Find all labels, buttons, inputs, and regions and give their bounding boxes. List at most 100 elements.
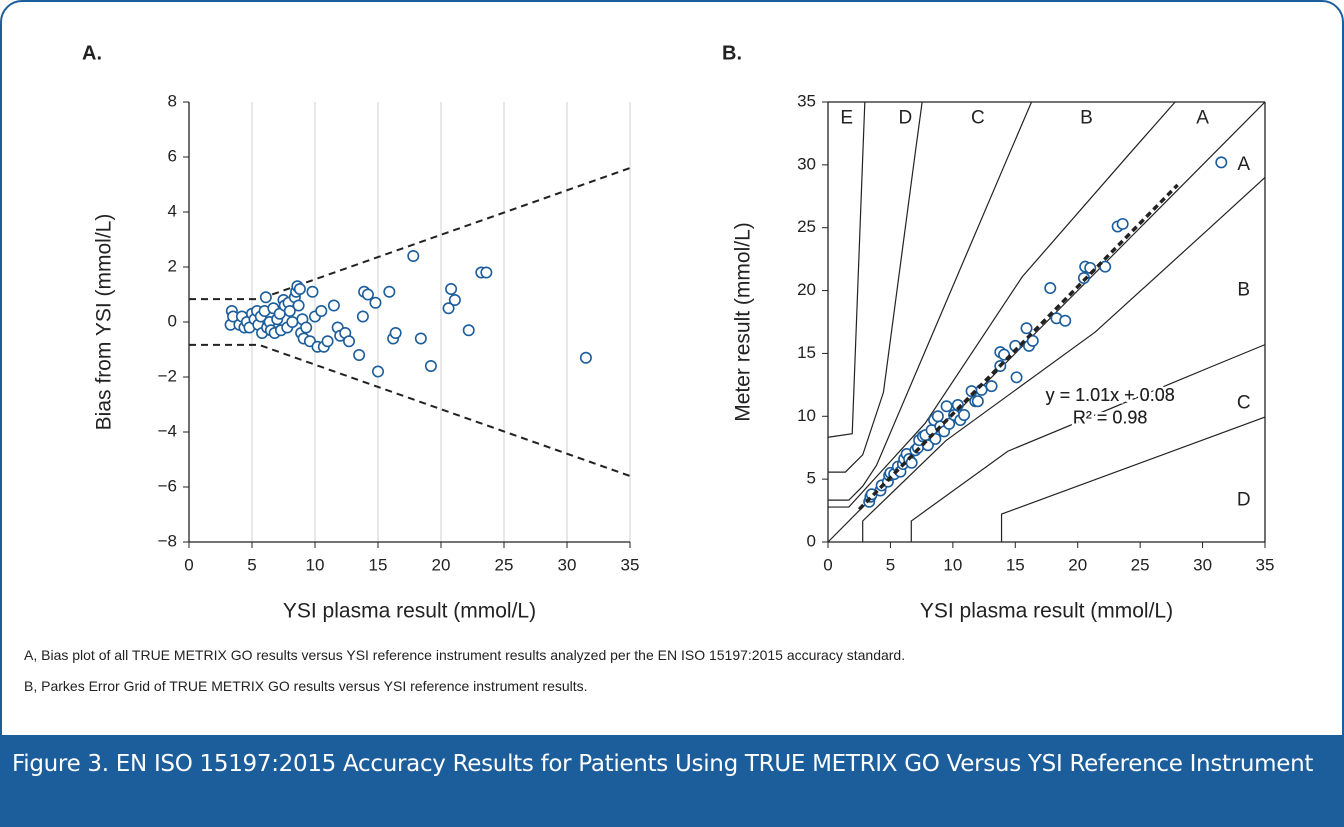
point	[462, 324, 475, 337]
point	[371, 365, 384, 378]
y-tick-label: 30	[797, 154, 816, 173]
point	[1020, 322, 1033, 335]
y-tick-label: 15	[797, 343, 816, 362]
x-tick-label: 25	[1131, 555, 1150, 574]
point	[442, 302, 455, 315]
y-tick-label: 10	[797, 406, 816, 425]
x-tick-label: 5	[886, 555, 895, 574]
point	[424, 359, 437, 372]
boundary-line	[828, 101, 923, 473]
point	[445, 282, 458, 295]
boundary-line	[828, 101, 1176, 508]
zone-label: A	[1196, 107, 1209, 128]
point	[940, 400, 953, 413]
x-tick-label: 10	[306, 555, 325, 574]
x-tick-label: 30	[558, 555, 577, 574]
x-tick-label: 15	[1006, 555, 1025, 574]
zone-label: C	[971, 107, 985, 128]
point	[327, 299, 340, 312]
point	[259, 291, 272, 304]
annotation: y = 1.01x + 0.08	[1046, 385, 1175, 405]
annotation: R² = 0.98	[1073, 408, 1148, 428]
point	[1026, 334, 1039, 347]
y-tick-label: −8	[158, 531, 177, 550]
point	[293, 282, 306, 295]
annotation: y = 1.01x + 0.08	[1046, 385, 1175, 405]
boundary-line	[910, 344, 1266, 542]
point	[292, 299, 305, 312]
zone-label: D	[1237, 490, 1251, 511]
boundary-line	[828, 101, 1033, 501]
zone-label: B	[1237, 280, 1250, 301]
charts: A. 0 5 10 15 20 25 30 35 −8 −6 −4 −2 0 2 4 6 8 YSI plasma …	[82, 42, 1275, 623]
y-tick-label: 2	[168, 256, 177, 275]
zone-label: E	[840, 107, 853, 128]
point	[905, 456, 918, 469]
point	[306, 285, 319, 298]
zone-label: D	[899, 107, 913, 128]
x-tick-label: 20	[1068, 555, 1087, 574]
zone-label: C	[1237, 393, 1251, 414]
y-tick-label: 0	[807, 531, 816, 550]
x-tick-label: 5	[247, 555, 256, 574]
annotation: R² = 0.98	[1073, 408, 1148, 428]
point	[480, 266, 493, 279]
point	[1044, 282, 1057, 295]
point	[283, 304, 296, 317]
point	[1099, 260, 1112, 273]
y-tick-label: −6	[158, 476, 177, 495]
point	[321, 335, 334, 348]
point	[414, 332, 427, 345]
trend-line	[857, 183, 1179, 511]
point	[369, 296, 382, 309]
y-tick-label: 20	[797, 280, 816, 299]
zone-label: B	[1080, 107, 1093, 128]
figure-title: Figure 3. EN ISO 15197:2015 Accuracy Res…	[12, 751, 1314, 777]
x-tick-label: 10	[943, 555, 962, 574]
point	[383, 285, 396, 298]
point	[300, 321, 313, 334]
x-tick-label: 0	[184, 555, 193, 574]
y-tick-label: 6	[168, 146, 177, 165]
boundary-line	[862, 176, 1266, 542]
y-tick-label: 5	[807, 469, 816, 488]
point	[985, 380, 998, 393]
y-tick-label: 0	[168, 311, 177, 330]
y-axis-label: Bias from YSI (mmol/L)	[93, 214, 116, 431]
point	[389, 326, 402, 339]
y-axis-label: Meter result (mmol/L)	[732, 222, 755, 422]
y-tick-label: 25	[797, 217, 816, 236]
point	[315, 304, 328, 317]
point	[343, 335, 356, 348]
boundary-line	[189, 167, 631, 301]
x-tick-label: 20	[432, 555, 451, 574]
point	[1215, 156, 1228, 169]
caption-bar: Figure 3. EN ISO 15197:2015 Accuracy Res…	[2, 735, 1342, 825]
panel-label: A.	[82, 42, 102, 64]
zone-label: A	[1237, 154, 1250, 175]
point	[931, 410, 944, 423]
point	[1116, 217, 1129, 230]
point	[1059, 314, 1072, 327]
point	[286, 315, 299, 328]
x-tick-label: 25	[495, 555, 514, 574]
x-tick-label: 35	[1256, 555, 1275, 574]
y-tick-label: −2	[158, 366, 177, 385]
x-axis-label: YSI plasma result (mmol/L)	[920, 600, 1173, 623]
y-tick-label: 8	[168, 91, 177, 110]
x-tick-label: 0	[823, 555, 832, 574]
point	[958, 409, 971, 422]
boundary-line	[189, 343, 631, 477]
note: B, Parkes Error Grid of TRUE METRIX GO r…	[24, 678, 588, 694]
note: A, Bias plot of all TRUE METRIX GO resul…	[24, 647, 906, 663]
x-tick-label: 35	[621, 555, 640, 574]
point	[1010, 371, 1023, 384]
point	[579, 351, 592, 364]
x-axis-label: YSI plasma result (mmol/L)	[283, 600, 536, 623]
boundary-line	[1000, 416, 1266, 542]
point	[353, 348, 366, 361]
y-tick-label: 35	[797, 91, 816, 110]
point	[407, 250, 420, 263]
x-tick-label: 15	[369, 555, 388, 574]
